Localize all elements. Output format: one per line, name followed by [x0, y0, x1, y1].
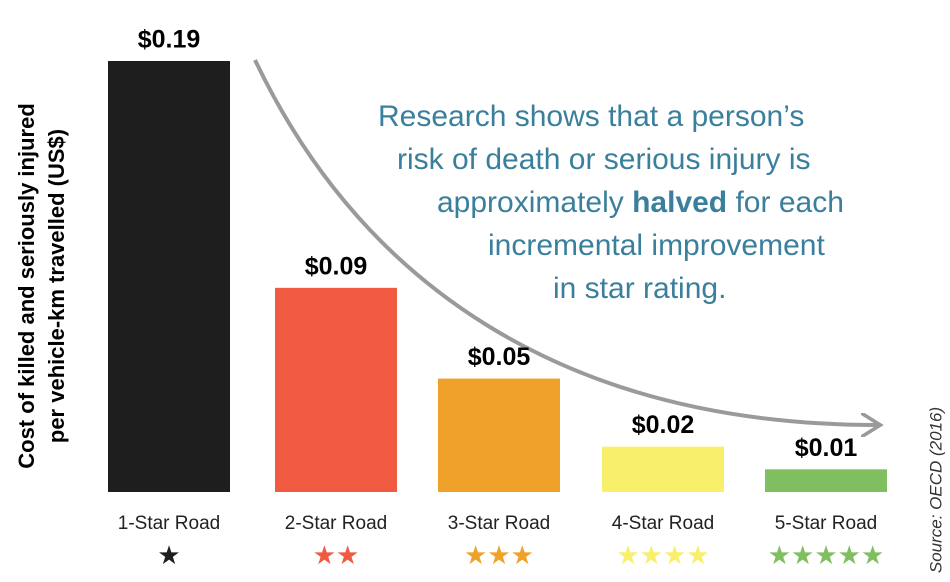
- annotation: approximately halved for each: [437, 186, 844, 219]
- bar: [275, 287, 397, 492]
- bar: [765, 469, 887, 492]
- annotation-part: approximately: [437, 186, 632, 219]
- star-rating: ★★★: [464, 540, 534, 570]
- star-rating: ★★: [313, 540, 360, 570]
- x-tick-label: 3-Star Road: [448, 513, 550, 534]
- star-rating: ★★★★: [616, 540, 709, 570]
- source: Source: OECD (2016): [926, 407, 945, 573]
- value-label: $0.09: [305, 252, 368, 280]
- bar: [108, 61, 230, 492]
- annotation-part: halved: [632, 186, 727, 219]
- annotation: Research shows that a person’s: [378, 100, 804, 133]
- y-label: per vehicle-km travelled (US$): [44, 129, 69, 443]
- annotation: incremental improvement: [488, 229, 825, 262]
- bar: [602, 446, 724, 492]
- x-tick-label: 2-Star Road: [285, 513, 387, 534]
- trend-arrow: [253, 59, 878, 425]
- annotation: risk of death or serious injury is: [397, 143, 811, 176]
- x-tick-label: 5-Star Road: [775, 513, 877, 534]
- bar: [438, 378, 560, 492]
- value-label: $0.05: [468, 343, 531, 371]
- star-rating: ★: [157, 540, 180, 570]
- value-label: $0.01: [795, 434, 858, 462]
- x-tick-label: 1-Star Road: [118, 513, 220, 534]
- annotation-part: for each: [727, 186, 844, 219]
- x-tick-label: 4-Star Road: [612, 513, 714, 534]
- star-rating: ★★★★★: [768, 540, 885, 570]
- value-label: $0.02: [632, 411, 695, 439]
- annotation: in star rating.: [553, 272, 726, 305]
- value-label: $0.19: [138, 26, 201, 54]
- y-label: Cost of killed and seriously injured: [14, 103, 39, 469]
